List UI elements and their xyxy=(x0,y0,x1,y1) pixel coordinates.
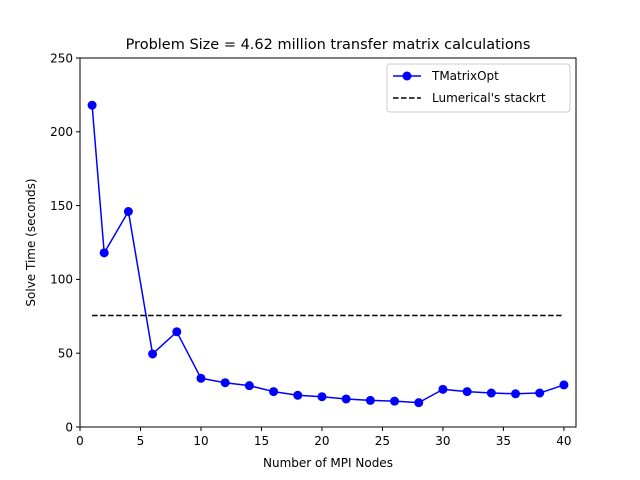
x-tick-label: 10 xyxy=(193,434,208,448)
x-tick-label: 35 xyxy=(496,434,511,448)
x-tick-label: 15 xyxy=(254,434,269,448)
y-tick-label: 100 xyxy=(50,273,73,287)
y-tick-label: 50 xyxy=(58,347,73,361)
series-tmatrixopt-point xyxy=(365,395,375,405)
y-tick-label: 200 xyxy=(50,125,73,139)
series-tmatrixopt-point xyxy=(172,327,182,337)
x-axis-ticks: 0 5 10 15 20 25 30 35 40 xyxy=(76,427,572,448)
series-tmatrixopt-point xyxy=(244,381,254,391)
x-tick-label: 5 xyxy=(137,434,145,448)
x-tick-label: 20 xyxy=(314,434,329,448)
series-tmatrixopt-point xyxy=(220,378,230,388)
y-tick-label: 150 xyxy=(50,199,73,213)
series-tmatrixopt-point xyxy=(438,384,448,394)
series-tmatrixopt-point xyxy=(462,387,472,397)
y-axis-label: Solve Time (seconds) xyxy=(24,178,38,306)
series-tmatrixopt-point xyxy=(511,389,521,399)
series-tmatrixopt-point xyxy=(559,380,569,390)
series-tmatrixopt-point xyxy=(341,394,351,404)
series-tmatrixopt-point xyxy=(269,387,279,397)
series-tmatrixopt-point xyxy=(317,392,327,402)
y-tick-label: 250 xyxy=(50,51,73,65)
series-tmatrixopt-point xyxy=(196,373,206,383)
series-layer xyxy=(87,100,569,408)
series-tmatrixopt-point xyxy=(87,100,97,110)
x-axis-label: Number of MPI Nodes xyxy=(263,456,393,470)
series-tmatrixopt-point xyxy=(123,207,133,217)
series-tmatrixopt-point xyxy=(390,396,400,406)
x-tick-label: 25 xyxy=(375,434,390,448)
y-axis-ticks: 0 50 100 150 200 250 xyxy=(50,51,80,434)
x-tick-label: 0 xyxy=(76,434,84,448)
legend: TMatrixOpt Lumerical's stackrt xyxy=(386,63,571,113)
series-tmatrixopt-point xyxy=(148,349,158,359)
series-tmatrixopt-point xyxy=(293,390,303,400)
y-tick-label: 0 xyxy=(65,420,73,434)
series-tmatrixopt-point xyxy=(99,248,109,258)
x-tick-label: 40 xyxy=(556,434,571,448)
plot-frame xyxy=(79,57,577,428)
legend-box xyxy=(386,63,571,113)
series-tmatrixopt-point xyxy=(535,388,545,398)
legend-swatch-tmatrixopt-marker xyxy=(402,71,412,81)
legend-label-tmatrixopt: TMatrixOpt xyxy=(431,69,499,83)
chart-title: Problem Size = 4.62 million transfer mat… xyxy=(126,37,531,53)
series-tmatrixopt-point xyxy=(414,398,424,408)
plot-area-background xyxy=(80,58,576,427)
series-tmatrixopt-point xyxy=(486,388,496,398)
legend-label-stackrt: Lumerical's stackrt xyxy=(432,91,546,105)
x-tick-label: 30 xyxy=(435,434,450,448)
